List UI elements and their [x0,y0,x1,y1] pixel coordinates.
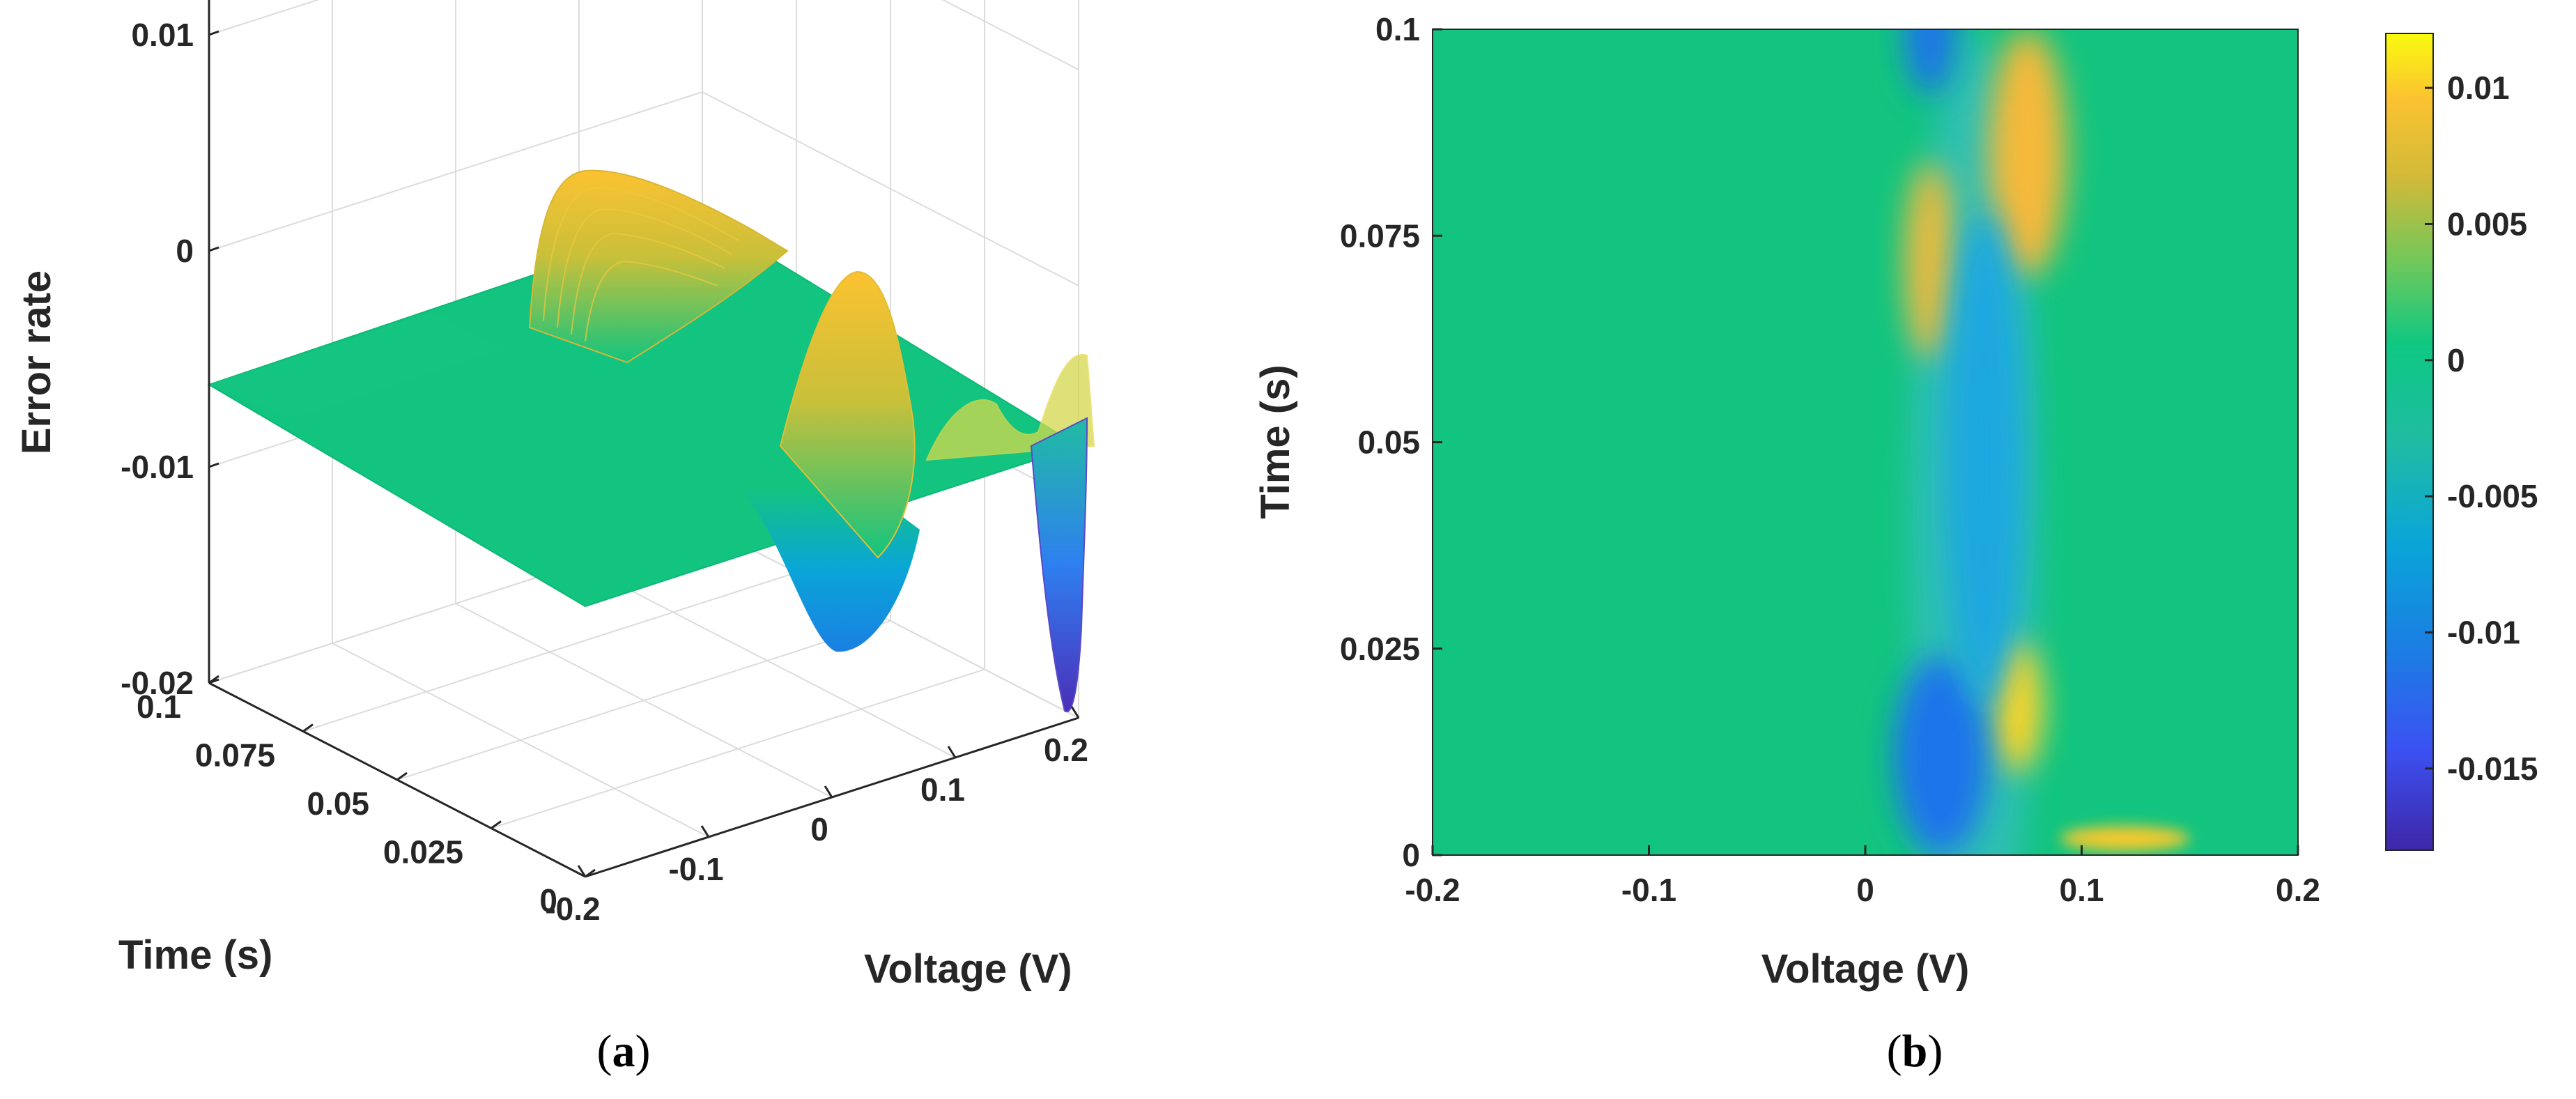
heatmap-low-region [1893,656,1989,855]
heatmap-x-tick-label: 0 [1856,872,1874,908]
surface-ylabel: Time (s) [118,932,272,978]
voltage-tick-mark [824,785,833,798]
error-tick-mark [208,678,219,684]
colorbar-tick-label: -0.005 [2447,478,2538,514]
heatmap-low-region [1945,210,2023,707]
voltage-tick-mark [577,865,587,877]
error-tick-mark [208,462,219,468]
panel-a-label: (a) [597,1026,651,1077]
grid-line-z [208,0,1079,70]
heatmap-y-tick-label: 0 [1402,837,1420,873]
error-tick-mark [208,246,219,252]
heatmap-high-region [1988,29,2067,277]
error-tick-mark [208,30,219,36]
voltage-tick-mark [947,746,957,758]
heatmap-blobs [1893,29,2190,855]
surface-axis-labels: Error rate Time (s) Voltage (V) [14,270,1072,992]
surface-zlabel: Error rate [14,270,59,454]
error-tick-label: 0.01 [131,17,194,53]
surface-ridge-front [779,270,916,559]
heatmap-x-tick-label: -0.2 [1405,872,1460,908]
surface-plot: -0.2-0.100.10.200.0250.050.0750.1-0.02-0… [14,0,1095,1077]
error-tick-label: -0.01 [121,449,194,485]
surface-deep-valley [1030,417,1088,713]
heatmap-y-tick-label: 0.1 [1375,11,1420,47]
time-tick-label: 0.05 [307,785,369,822]
voltage-tick-mark [1070,706,1080,718]
surface-shoulder [209,312,502,418]
surface-ridge-lines [543,187,739,342]
voltage-tick-mark [700,825,710,838]
time-tick-mark [491,820,502,829]
colorbar-tick-label: 0.005 [2447,206,2527,242]
heatmap-xlabel: Voltage (V) [1761,946,1970,992]
time-tick-mark [396,771,408,781]
heatmap-plot: -0.2 -0.1 0 0.1 0.2 0 0.025 0.05 0.075 0.1 Voltag… [1253,11,2538,1077]
heatmap-high-region [1991,640,2043,773]
voltage-tick-label: -0.2 [545,891,600,927]
voltage-tick-label: 0 [810,811,828,847]
heatmap-high-streak [2060,826,2190,852]
time-tick-label: 0.025 [383,834,463,870]
heatmap-background [1433,29,2298,855]
surface-tick-labels: -0.2-0.100.10.200.0250.050.0750.1-0.02-0… [121,17,1088,927]
heatmap-ylabel: Time (s) [1253,364,1298,518]
heatmap-tick-labels: -0.2 -0.1 0 0.1 0.2 0 0.025 0.05 0.075 0.1 [1340,11,2320,908]
colorbar [2385,33,2434,851]
heatmap-high-region [1904,161,1957,360]
colorbar-ticks: -0.015 -0.01 -0.005 0 0.005 0.01 [2425,70,2538,787]
heatmap-x-tick-label: 0.2 [2276,872,2320,908]
time-tick-mark [302,723,314,732]
heatmap-x-tick-label: -0.1 [1621,872,1676,908]
voltage-tick-label: -0.1 [668,851,723,887]
surface-xlabel: Voltage (V) [864,946,1072,992]
colorbar-tick-label: 0.01 [2447,70,2510,106]
error-tick-label: -0.02 [121,665,194,701]
voltage-tick-label: 0.2 [1044,732,1088,768]
error-tick-label: 0 [176,233,194,269]
time-tick-label: 0.1 [137,689,181,725]
colorbar-tick-label: -0.01 [2447,614,2520,650]
voltage-tick-label: 0.1 [920,771,965,808]
error-surface [207,169,1095,713]
panel-b-label: (b) [1887,1026,1943,1077]
heatmap-x-tick-label: 0.1 [2060,872,2104,908]
colorbar-tick-label: -0.015 [2447,751,2538,787]
time-tick-label: 0 [539,882,557,919]
heatmap-y-tick-label: 0.05 [1357,424,1420,461]
heatmap-y-tick-label: 0.025 [1340,631,1420,667]
heatmap-low-region [1904,29,1957,95]
grid-line-t [491,0,985,829]
time-tick-label: 0.075 [195,737,275,774]
grid-line-t [396,0,891,781]
heatmap-y-tick-label: 0.075 [1340,217,1420,254]
colorbar-tick-label: 0 [2447,342,2465,378]
surface-small-crest [925,353,1095,461]
time-tick-mark [585,868,596,878]
